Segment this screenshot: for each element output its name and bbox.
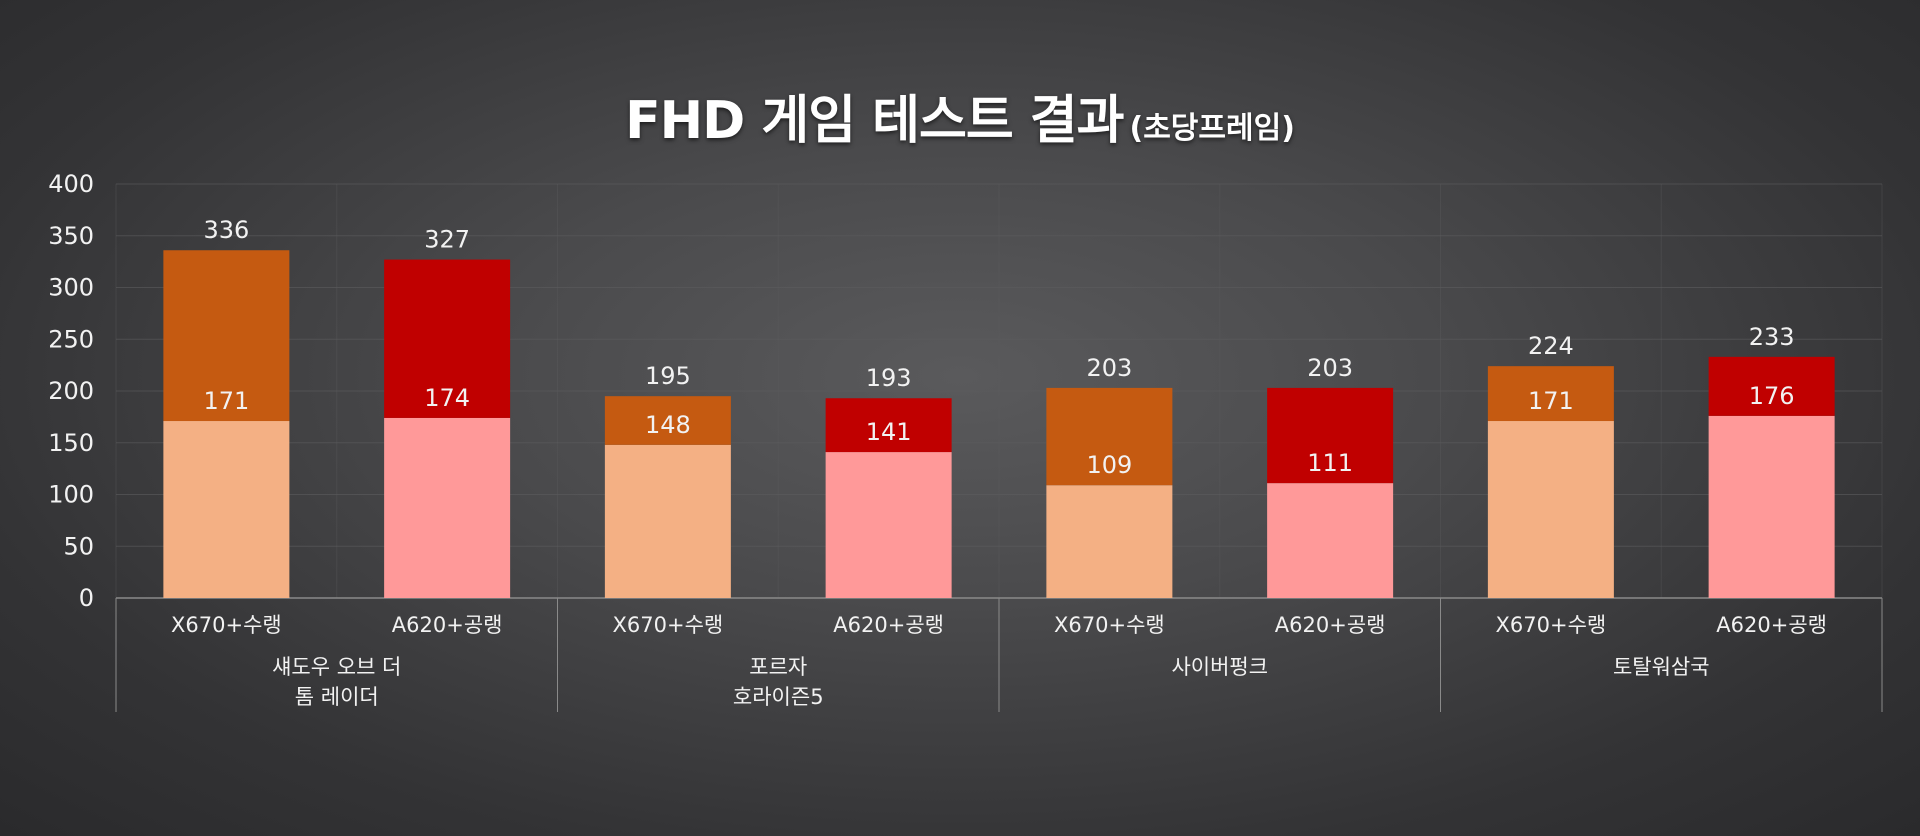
data-label-lower: 148	[645, 411, 691, 439]
x-category-label: X670+수랭	[1054, 613, 1165, 637]
bar-segment-upper	[1708, 356, 1835, 416]
group-label: 사이버펑크	[1171, 655, 1268, 679]
x-category-label: A620+공랭	[1716, 613, 1827, 637]
x-category-label: A620+공랭	[392, 613, 503, 637]
data-label-total: 203	[1086, 354, 1132, 382]
data-label-lower: 109	[1086, 451, 1132, 479]
data-label-lower: 111	[1307, 449, 1353, 477]
data-label-lower: 176	[1749, 382, 1795, 410]
x-category-label: A620+공랭	[1275, 613, 1386, 637]
data-label-lower: 171	[1528, 387, 1574, 415]
data-label-total: 193	[866, 364, 912, 392]
bar-segment-upper	[1267, 387, 1394, 484]
chart-title-block: FHD 게임 테스트 결과 (초당프레임)	[0, 78, 1920, 153]
y-tick-label: 50	[63, 532, 94, 560]
bar-segment-upper	[604, 396, 731, 445]
bar-segment-upper	[825, 398, 952, 453]
bar-segment-lower	[825, 452, 952, 598]
x-category-label: X670+수랭	[1496, 613, 1607, 637]
data-label-lower: 141	[866, 418, 912, 446]
data-label-total: 195	[645, 362, 691, 390]
group-label: 토탈워삼국	[1613, 655, 1710, 679]
bar-segment-lower	[1046, 485, 1173, 598]
x-category-label: A620+공랭	[833, 613, 944, 637]
group-label: 섀도우 오브 더	[272, 655, 401, 679]
y-tick-label: 350	[48, 222, 94, 250]
bar-segment-upper	[1487, 366, 1614, 422]
y-tick-label: 400	[48, 170, 94, 198]
data-label-lower: 171	[203, 387, 249, 415]
bar-segment-lower	[384, 417, 511, 598]
group-label: 호라이즌5	[733, 685, 824, 709]
bar-segment-lower	[1267, 483, 1394, 598]
y-tick-label: 100	[48, 481, 94, 509]
y-tick-label: 200	[48, 377, 94, 405]
data-label-total: 224	[1528, 332, 1574, 360]
data-label-total: 336	[203, 216, 249, 244]
bar-segment-lower	[163, 421, 290, 598]
group-label: 포르자	[749, 655, 807, 679]
y-tick-label: 0	[79, 584, 94, 612]
bar-segment-upper	[1046, 387, 1173, 486]
bar-segment-upper	[384, 259, 511, 418]
y-tick-label: 150	[48, 429, 94, 457]
bar-segment-lower	[604, 444, 731, 598]
chart-title: FHD 게임 테스트 결과	[625, 91, 1124, 151]
bar-segment-lower	[1487, 421, 1614, 598]
data-label-total: 233	[1749, 323, 1795, 351]
chart-subtitle: (초당프레임)	[1129, 111, 1295, 146]
group-label: 톰 레이더	[295, 685, 379, 709]
data-label-total: 327	[424, 226, 470, 254]
x-category-label: X670+수랭	[171, 613, 282, 637]
x-category-label: X670+수랭	[613, 613, 724, 637]
data-label-lower: 174	[424, 384, 470, 412]
y-tick-label: 300	[48, 274, 94, 302]
bar-segment-lower	[1708, 415, 1835, 598]
bar-segment-upper	[163, 250, 290, 422]
data-label-total: 203	[1307, 354, 1353, 382]
y-tick-label: 250	[48, 325, 94, 353]
